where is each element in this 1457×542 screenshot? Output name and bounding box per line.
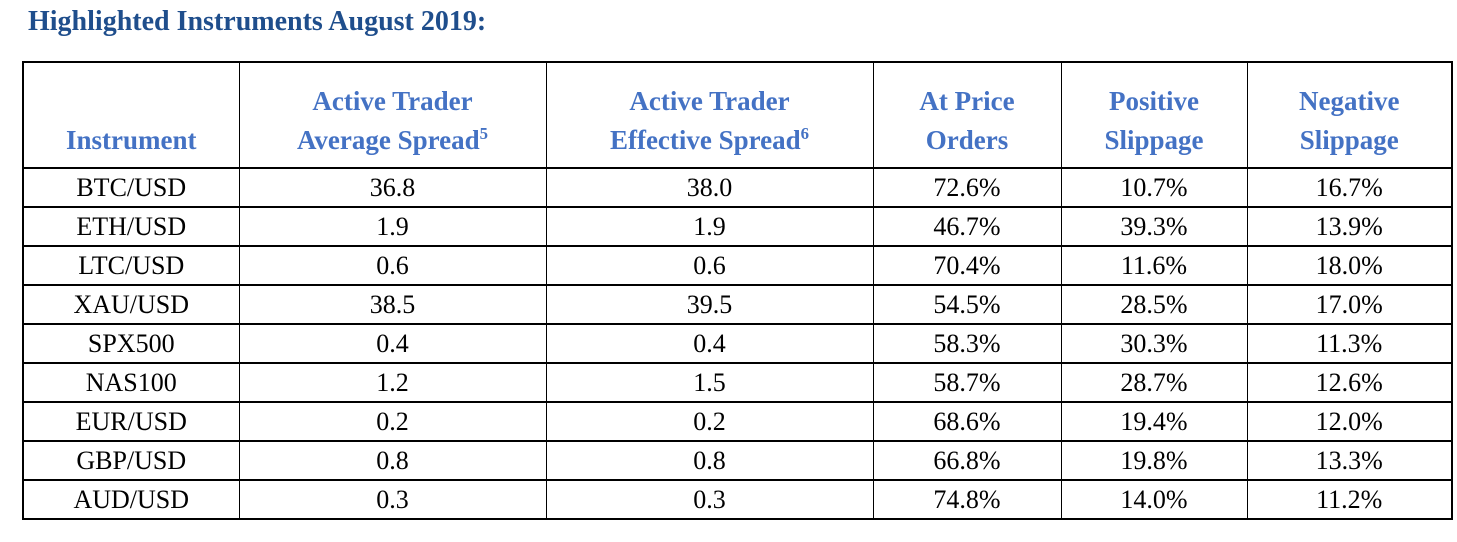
header-label: Negative [1299, 86, 1400, 117]
cell-negative-slippage: 17.0% [1246, 284, 1453, 325]
header-label: Effective Spread [609, 124, 801, 155]
cell-average-spread: 0.8 [238, 440, 547, 481]
table-row: XAU/USD 38.5 39.5 54.5% 28.5% 17.0% [22, 284, 1453, 325]
highlighted-instruments-table: Instrument Active Trader Average Spread5… [22, 61, 1453, 520]
cell-effective-spread: 0.2 [545, 401, 874, 442]
cell-negative-slippage: 11.3% [1246, 323, 1453, 364]
cell-average-spread: 0.2 [238, 401, 547, 442]
cell-average-spread: 36.8 [238, 167, 547, 208]
footnote-marker: 6 [800, 123, 810, 143]
cell-effective-spread: 0.6 [545, 245, 874, 286]
cell-instrument: GBP/USD [22, 440, 240, 481]
header-label: Orders [925, 124, 1009, 155]
cell-at-price-orders: 68.6% [872, 401, 1062, 442]
cell-effective-spread: 1.9 [545, 206, 874, 247]
cell-effective-spread: 0.3 [545, 479, 874, 520]
cell-negative-slippage: 13.3% [1246, 440, 1453, 481]
table-row: GBP/USD 0.8 0.8 66.8% 19.8% 13.3% [22, 440, 1453, 481]
table-row: AUD/USD 0.3 0.3 74.8% 14.0% 11.2% [22, 479, 1453, 520]
cell-positive-slippage: 14.0% [1060, 479, 1248, 520]
cell-average-spread: 0.3 [238, 479, 547, 520]
cell-effective-spread: 38.0 [545, 167, 874, 208]
cell-at-price-orders: 66.8% [872, 440, 1062, 481]
header-label: Positive [1109, 86, 1199, 117]
cell-negative-slippage: 13.9% [1246, 206, 1453, 247]
column-header-average-spread: Active Trader Average Spread5 [238, 61, 547, 169]
cell-positive-slippage: 28.7% [1060, 362, 1248, 403]
header-label: Active Trader [312, 86, 473, 117]
cell-average-spread: 0.6 [238, 245, 547, 286]
header-row: Instrument Active Trader Average Spread5… [22, 61, 1453, 169]
cell-average-spread: 1.2 [238, 362, 547, 403]
cell-positive-slippage: 19.8% [1060, 440, 1248, 481]
cell-negative-slippage: 12.0% [1246, 401, 1453, 442]
cell-positive-slippage: 30.3% [1060, 323, 1248, 364]
cell-instrument: AUD/USD [22, 479, 240, 520]
cell-instrument: NAS100 [22, 362, 240, 403]
cell-positive-slippage: 28.5% [1060, 284, 1248, 325]
cell-at-price-orders: 54.5% [872, 284, 1062, 325]
cell-negative-slippage: 18.0% [1246, 245, 1453, 286]
table-row: EUR/USD 0.2 0.2 68.6% 19.4% 12.0% [22, 401, 1453, 442]
cell-average-spread: 0.4 [238, 323, 547, 364]
cell-negative-slippage: 16.7% [1246, 167, 1453, 208]
header-label: Instrument [65, 124, 197, 155]
cell-instrument: SPX500 [22, 323, 240, 364]
cell-effective-spread: 39.5 [545, 284, 874, 325]
cell-average-spread: 1.9 [238, 206, 547, 247]
cell-instrument: EUR/USD [22, 401, 240, 442]
cell-negative-slippage: 11.2% [1246, 479, 1453, 520]
header-label: At Price [919, 86, 1015, 117]
column-header-instrument: Instrument [22, 61, 240, 169]
cell-positive-slippage: 19.4% [1060, 401, 1248, 442]
cell-instrument: XAU/USD [22, 284, 240, 325]
cell-at-price-orders: 70.4% [872, 245, 1062, 286]
footnote-marker: 5 [479, 123, 489, 143]
cell-at-price-orders: 72.6% [872, 167, 1062, 208]
cell-negative-slippage: 12.6% [1246, 362, 1453, 403]
header-label: Slippage [1299, 124, 1399, 155]
page-title: Highlighted Instruments August 2019: [28, 6, 487, 37]
header-label: Average Spread [296, 124, 480, 155]
cell-effective-spread: 0.8 [545, 440, 874, 481]
table-row: NAS100 1.2 1.5 58.7% 28.7% 12.6% [22, 362, 1453, 403]
table-row: SPX500 0.4 0.4 58.3% 30.3% 11.3% [22, 323, 1453, 364]
cell-instrument: ETH/USD [22, 206, 240, 247]
header-label: Slippage [1104, 124, 1204, 155]
cell-effective-spread: 0.4 [545, 323, 874, 364]
table-row: ETH/USD 1.9 1.9 46.7% 39.3% 13.9% [22, 206, 1453, 247]
cell-at-price-orders: 74.8% [872, 479, 1062, 520]
cell-at-price-orders: 58.7% [872, 362, 1062, 403]
cell-at-price-orders: 46.7% [872, 206, 1062, 247]
cell-positive-slippage: 39.3% [1060, 206, 1248, 247]
cell-average-spread: 38.5 [238, 284, 547, 325]
cell-effective-spread: 1.5 [545, 362, 874, 403]
column-header-positive-slippage: Positive Slippage [1060, 61, 1248, 169]
column-header-effective-spread: Active Trader Effective Spread6 [545, 61, 874, 169]
table-row: LTC/USD 0.6 0.6 70.4% 11.6% 18.0% [22, 245, 1453, 286]
table-row: BTC/USD 36.8 38.0 72.6% 10.7% 16.7% [22, 167, 1453, 208]
cell-instrument: LTC/USD [22, 245, 240, 286]
cell-positive-slippage: 10.7% [1060, 167, 1248, 208]
column-header-at-price-orders: At Price Orders [872, 61, 1062, 169]
header-label: Active Trader [629, 86, 790, 117]
cell-positive-slippage: 11.6% [1060, 245, 1248, 286]
column-header-negative-slippage: Negative Slippage [1246, 61, 1453, 169]
cell-instrument: BTC/USD [22, 167, 240, 208]
cell-at-price-orders: 58.3% [872, 323, 1062, 364]
